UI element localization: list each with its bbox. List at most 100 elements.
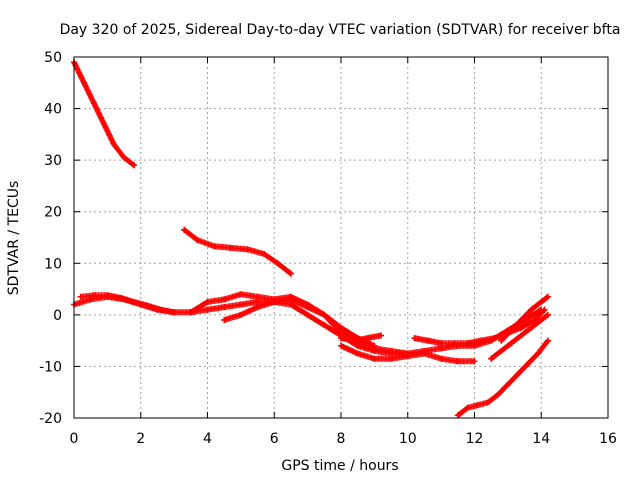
data-point: [494, 391, 501, 398]
data-point: [364, 335, 371, 342]
data-point: [474, 402, 481, 409]
series-arc-8: [338, 332, 385, 344]
data-point: [304, 304, 311, 311]
data-point: [287, 296, 294, 303]
data-point: [508, 340, 515, 347]
gridlines: [74, 57, 608, 418]
data-point: [524, 360, 531, 367]
data-point: [484, 399, 491, 406]
data-point: [371, 355, 378, 362]
series-arc-11: [498, 293, 551, 344]
data-point: [438, 345, 445, 352]
data-point: [528, 306, 535, 313]
data-point: [194, 237, 201, 244]
data-point: [237, 311, 244, 318]
data-point: [171, 309, 178, 316]
data-point: [104, 292, 111, 299]
x-tick-label: 0: [70, 431, 79, 447]
data-point: [244, 246, 251, 253]
data-point: [261, 251, 268, 258]
data-point: [274, 260, 281, 267]
data-point: [351, 337, 358, 344]
x-tick-label: 10: [399, 431, 417, 447]
x-tick-label: 12: [466, 431, 484, 447]
data-marks: [71, 59, 551, 419]
data-point: [508, 327, 515, 334]
series-arc-12: [454, 337, 551, 419]
data-point: [544, 293, 551, 300]
data-point: [498, 337, 505, 344]
data-point: [504, 381, 511, 388]
data-point: [424, 337, 431, 344]
data-point: [388, 355, 395, 362]
data-point: [451, 340, 458, 347]
data-point: [181, 226, 188, 233]
data-point: [541, 306, 548, 313]
data-point: [81, 79, 88, 86]
data-point: [531, 317, 538, 324]
data-point: [491, 335, 498, 342]
data-point: [478, 337, 485, 344]
data-point: [221, 317, 228, 324]
data-point: [534, 350, 541, 357]
data-point: [287, 301, 294, 308]
data-point: [464, 404, 471, 411]
chart-title: Day 320 of 2025, Sidereal Day-to-day VTE…: [60, 22, 621, 38]
data-point: [221, 296, 228, 303]
series-trace: [181, 226, 294, 277]
x-axis-label: GPS time / hours: [281, 458, 398, 474]
data-point: [157, 306, 164, 313]
axis-ticks: 0 2 4 6 8 10 12 14 16 -20 -10 0 10 20 30 40 50: [39, 50, 617, 447]
data-point: [438, 340, 445, 347]
y-tick-label: 10: [44, 256, 62, 272]
data-point: [91, 100, 98, 107]
data-point: [144, 302, 151, 309]
data-point: [237, 291, 244, 298]
data-point: [488, 355, 495, 362]
data-point: [371, 342, 378, 349]
x-tick-label: 2: [136, 431, 145, 447]
data-point: [538, 317, 545, 324]
series-arc-1: [71, 59, 138, 169]
y-tick-label: 50: [44, 50, 62, 66]
series-trace: [187, 291, 411, 357]
data-point: [77, 293, 84, 300]
series-arc-10: [488, 311, 551, 362]
data-point: [204, 298, 211, 305]
x-tick-label: 8: [337, 431, 346, 447]
series-arc-2: [181, 226, 294, 277]
data-point: [518, 324, 525, 331]
data-point: [254, 293, 261, 300]
series-arc-7: [338, 342, 478, 365]
series-trace: [71, 59, 138, 169]
data-point: [211, 243, 218, 250]
data-point: [454, 358, 461, 365]
data-point: [544, 311, 551, 318]
y-tick-label: 40: [44, 102, 62, 118]
data-point: [221, 304, 228, 311]
data-point: [338, 324, 344, 331]
y-tick-label: -10: [39, 359, 62, 375]
data-point: [271, 298, 278, 305]
y-axis-label: SDTVAR / TECUs: [6, 181, 22, 296]
data-point: [111, 141, 118, 148]
data-point: [354, 350, 361, 357]
series-arc-4: [77, 292, 178, 316]
data-point: [254, 298, 261, 305]
data-point: [338, 335, 344, 342]
data-point: [518, 317, 525, 324]
data-point: [304, 311, 311, 318]
series-arc-5: [187, 291, 411, 357]
data-point: [227, 244, 234, 251]
data-point: [131, 298, 138, 305]
data-point: [187, 309, 194, 316]
series-arc-6: [221, 296, 378, 349]
plot-frame: [73, 56, 609, 419]
x-tick-label: 4: [203, 431, 212, 447]
data-point: [544, 337, 551, 344]
data-point: [254, 304, 261, 311]
data-point: [388, 347, 395, 354]
data-point: [514, 371, 521, 378]
data-point: [454, 412, 461, 419]
data-point: [117, 294, 124, 301]
